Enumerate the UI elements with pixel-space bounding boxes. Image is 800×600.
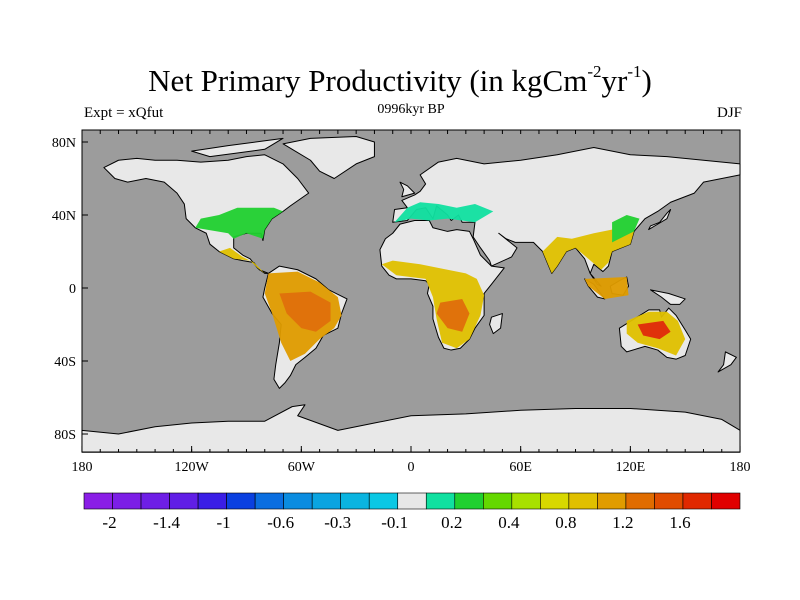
greenland [282, 136, 375, 180]
colorbar-label: 1.6 [669, 513, 690, 532]
colorbar-label: 1.2 [612, 513, 633, 532]
colorbar: -2 -1.4 -1 -0.6 -0.3 -0.1 0.2 0.4 0.8 1.2 1.6 [83, 492, 741, 532]
lon-tick-label: 0 [408, 460, 415, 475]
lat-tick-label: 80N [52, 136, 76, 151]
npp-east-asia [612, 215, 640, 243]
npp-se-asia-islands [584, 277, 629, 299]
colorbar-box [540, 492, 570, 510]
lon-tick-label: 60W [288, 460, 316, 475]
colorbar-box [83, 492, 113, 510]
new-zealand [717, 351, 737, 373]
colorbar-box [454, 492, 484, 510]
colorbar-box [283, 492, 313, 510]
colorbar-label: -0.1 [381, 513, 408, 532]
antarctica [81, 404, 741, 453]
experiment-label: Expt = xQfut [84, 105, 164, 121]
lat-tick-label: 80S [54, 428, 76, 443]
uk [399, 181, 416, 198]
lon-tick-label: 120E [616, 460, 646, 475]
colorbar-box [483, 492, 513, 510]
colorbar-box [140, 492, 170, 510]
npp-europe [394, 202, 494, 223]
lon-tick-label: 180 [730, 460, 751, 475]
eurasia [392, 146, 741, 287]
colorbar-label: 0.8 [555, 513, 576, 532]
longitude-axis: 180 120W 60W 0 60E 120E 180 [71, 130, 751, 475]
colorbar-label: -0.6 [267, 513, 294, 532]
lat-tick-label: 40S [54, 355, 76, 370]
colorbar-box [226, 492, 256, 510]
colorbar-box [340, 492, 370, 510]
npp-south-asia [542, 227, 635, 274]
lat-tick-label: 0 [69, 282, 76, 297]
colorbar-label: 0.4 [498, 513, 520, 532]
colorbar-label: -1.4 [153, 513, 180, 532]
colorbar-box [711, 492, 741, 510]
latitude-axis: 80N 40N 0 40S 80S [52, 136, 88, 443]
lon-tick-label: 180 [71, 460, 92, 475]
colorbar-box [654, 492, 684, 510]
japan [648, 209, 672, 231]
colorbar-box [397, 492, 427, 510]
colorbar-box [625, 492, 655, 510]
colorbar-box [112, 492, 142, 510]
chart-title: Net Primary Productivity (in kgCm-2yr-1) [148, 62, 652, 98]
colorbar-box [368, 492, 399, 510]
colorbar-box [682, 492, 712, 510]
colorbar-box [597, 492, 627, 510]
colorbar-box [568, 492, 598, 510]
npp-australia-core [637, 320, 671, 340]
colorbar-label: 0.2 [441, 513, 462, 532]
lon-tick-label: 60E [509, 460, 532, 475]
north-america [103, 154, 310, 274]
lon-tick-label: 120W [175, 460, 210, 475]
madagascar [489, 313, 503, 335]
colorbar-box [425, 492, 456, 510]
npp-africa-core [436, 298, 470, 332]
colorbar-label: -2 [102, 513, 116, 532]
colorbar-box [311, 492, 341, 510]
npp-north-america [195, 207, 284, 239]
npp-central-america [219, 247, 265, 274]
colorbar-box [254, 492, 284, 510]
arctic-islands [191, 137, 284, 158]
new-guinea [649, 289, 686, 305]
time-label: 0996kyr BP [377, 102, 445, 117]
colorbar-label: -1 [217, 513, 231, 532]
lat-tick-label: 40N [52, 209, 76, 224]
season-label: DJF [716, 105, 742, 121]
colorbar-box [511, 492, 541, 510]
colorbar-box [197, 492, 227, 510]
colorbar-label: -0.3 [324, 513, 351, 532]
colorbar-box [169, 492, 199, 510]
npp-amazon-core [279, 291, 331, 332]
